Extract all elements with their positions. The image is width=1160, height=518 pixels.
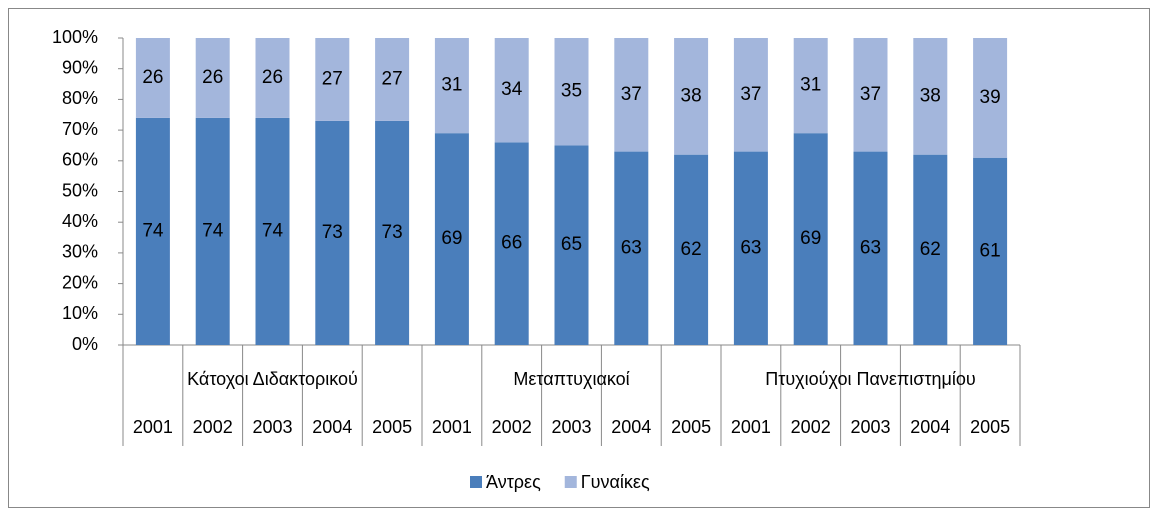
bar-segment (255, 117, 290, 345)
bar-segment (554, 38, 589, 146)
data-label: 66 (501, 233, 522, 254)
bar-segment (195, 38, 230, 118)
bar-segment (375, 38, 410, 121)
bar-segment (733, 38, 768, 152)
y-tick-label: 20% (62, 272, 98, 292)
y-tick-label: 90% (62, 57, 98, 77)
y-tick-label: 100% (52, 27, 98, 47)
bar-segment (793, 133, 828, 345)
bar-segment (315, 38, 350, 121)
x-tick-label: 2002 (492, 417, 532, 437)
y-tick-label: 50% (62, 180, 98, 200)
group-label: Κάτοχοι Διδακτορικού (187, 369, 358, 389)
legend-label: Γυναίκες (581, 472, 650, 492)
bar-segment (195, 117, 230, 345)
bar-segment (375, 120, 410, 345)
legend-swatch (470, 476, 482, 488)
x-tick-label: 2004 (910, 417, 950, 437)
group-label: Πτυχιούχοι Πανεπιστημίου (765, 369, 976, 389)
bar-segment (973, 38, 1008, 158)
data-label: 63 (621, 237, 642, 258)
data-label: 38 (920, 85, 941, 106)
bar-segment (135, 117, 170, 345)
data-label: 37 (740, 84, 761, 105)
x-tick-label: 2001 (432, 417, 472, 437)
data-label: 27 (382, 68, 403, 89)
y-tick-label: 10% (62, 303, 98, 323)
bar-segment (434, 133, 469, 345)
bar-segment (494, 142, 529, 345)
data-label: 69 (800, 228, 821, 249)
data-label: 63 (740, 237, 761, 258)
data-label: 74 (262, 220, 284, 241)
y-tick-label: 0% (72, 334, 98, 354)
data-label: 31 (441, 75, 462, 96)
bar-segment (434, 38, 469, 134)
x-tick-label: 2003 (252, 417, 292, 437)
x-tick-label: 2003 (850, 417, 890, 437)
data-label: 62 (920, 239, 941, 260)
data-label: 61 (980, 240, 1001, 261)
legend-swatch (564, 476, 577, 488)
data-label: 37 (860, 84, 881, 105)
y-tick-label: 30% (62, 242, 98, 262)
data-label: 27 (322, 68, 343, 89)
data-label: 37 (621, 84, 642, 105)
data-label: 34 (501, 79, 523, 100)
y-tick-label: 80% (62, 88, 98, 108)
data-label: 26 (142, 67, 163, 88)
group-label: Μεταπτυχιακοί (513, 369, 629, 389)
data-label: 38 (681, 85, 702, 106)
bar-segment (674, 38, 709, 155)
x-tick-label: 2005 (671, 417, 711, 437)
x-tick-label: 2001 (731, 417, 771, 437)
bar-segment (315, 120, 350, 345)
bar-segment (733, 151, 768, 345)
x-tick-label: 2001 (133, 417, 173, 437)
x-tick-label: 2002 (791, 417, 831, 437)
data-label: 73 (322, 222, 343, 243)
bar-segment (793, 38, 828, 134)
bar-segment (614, 151, 649, 345)
data-label: 26 (202, 67, 223, 88)
x-tick-label: 2002 (193, 417, 233, 437)
bar-segment (614, 38, 649, 152)
bar-segment (913, 154, 948, 345)
y-tick-label: 40% (62, 211, 98, 231)
bar-segment (135, 38, 170, 118)
bar-segment (494, 38, 529, 143)
data-label: 35 (561, 81, 582, 102)
data-label: 69 (441, 228, 462, 249)
y-tick-label: 70% (62, 119, 98, 139)
bar-segment (674, 154, 709, 345)
legend-label: Άντρες (486, 472, 541, 492)
data-label: 31 (800, 75, 821, 96)
data-label: 62 (681, 239, 702, 260)
bar-segment (255, 38, 290, 118)
data-label: 73 (382, 222, 403, 243)
data-label: 74 (142, 220, 164, 241)
x-tick-label: 2005 (970, 417, 1010, 437)
x-tick-label: 2005 (372, 417, 412, 437)
data-label: 63 (860, 237, 881, 258)
bar-segment (973, 157, 1008, 345)
x-tick-label: 2003 (551, 417, 591, 437)
data-label: 26 (262, 67, 283, 88)
x-tick-label: 2004 (312, 417, 352, 437)
bar-segment (853, 151, 888, 345)
bar-segment (554, 145, 589, 345)
data-label: 65 (561, 234, 582, 255)
data-label: 74 (202, 220, 224, 241)
x-tick-label: 2004 (611, 417, 651, 437)
bar-segment (853, 38, 888, 152)
data-label: 39 (980, 87, 1001, 108)
y-tick-label: 60% (62, 150, 98, 170)
bar-segment (913, 38, 948, 155)
